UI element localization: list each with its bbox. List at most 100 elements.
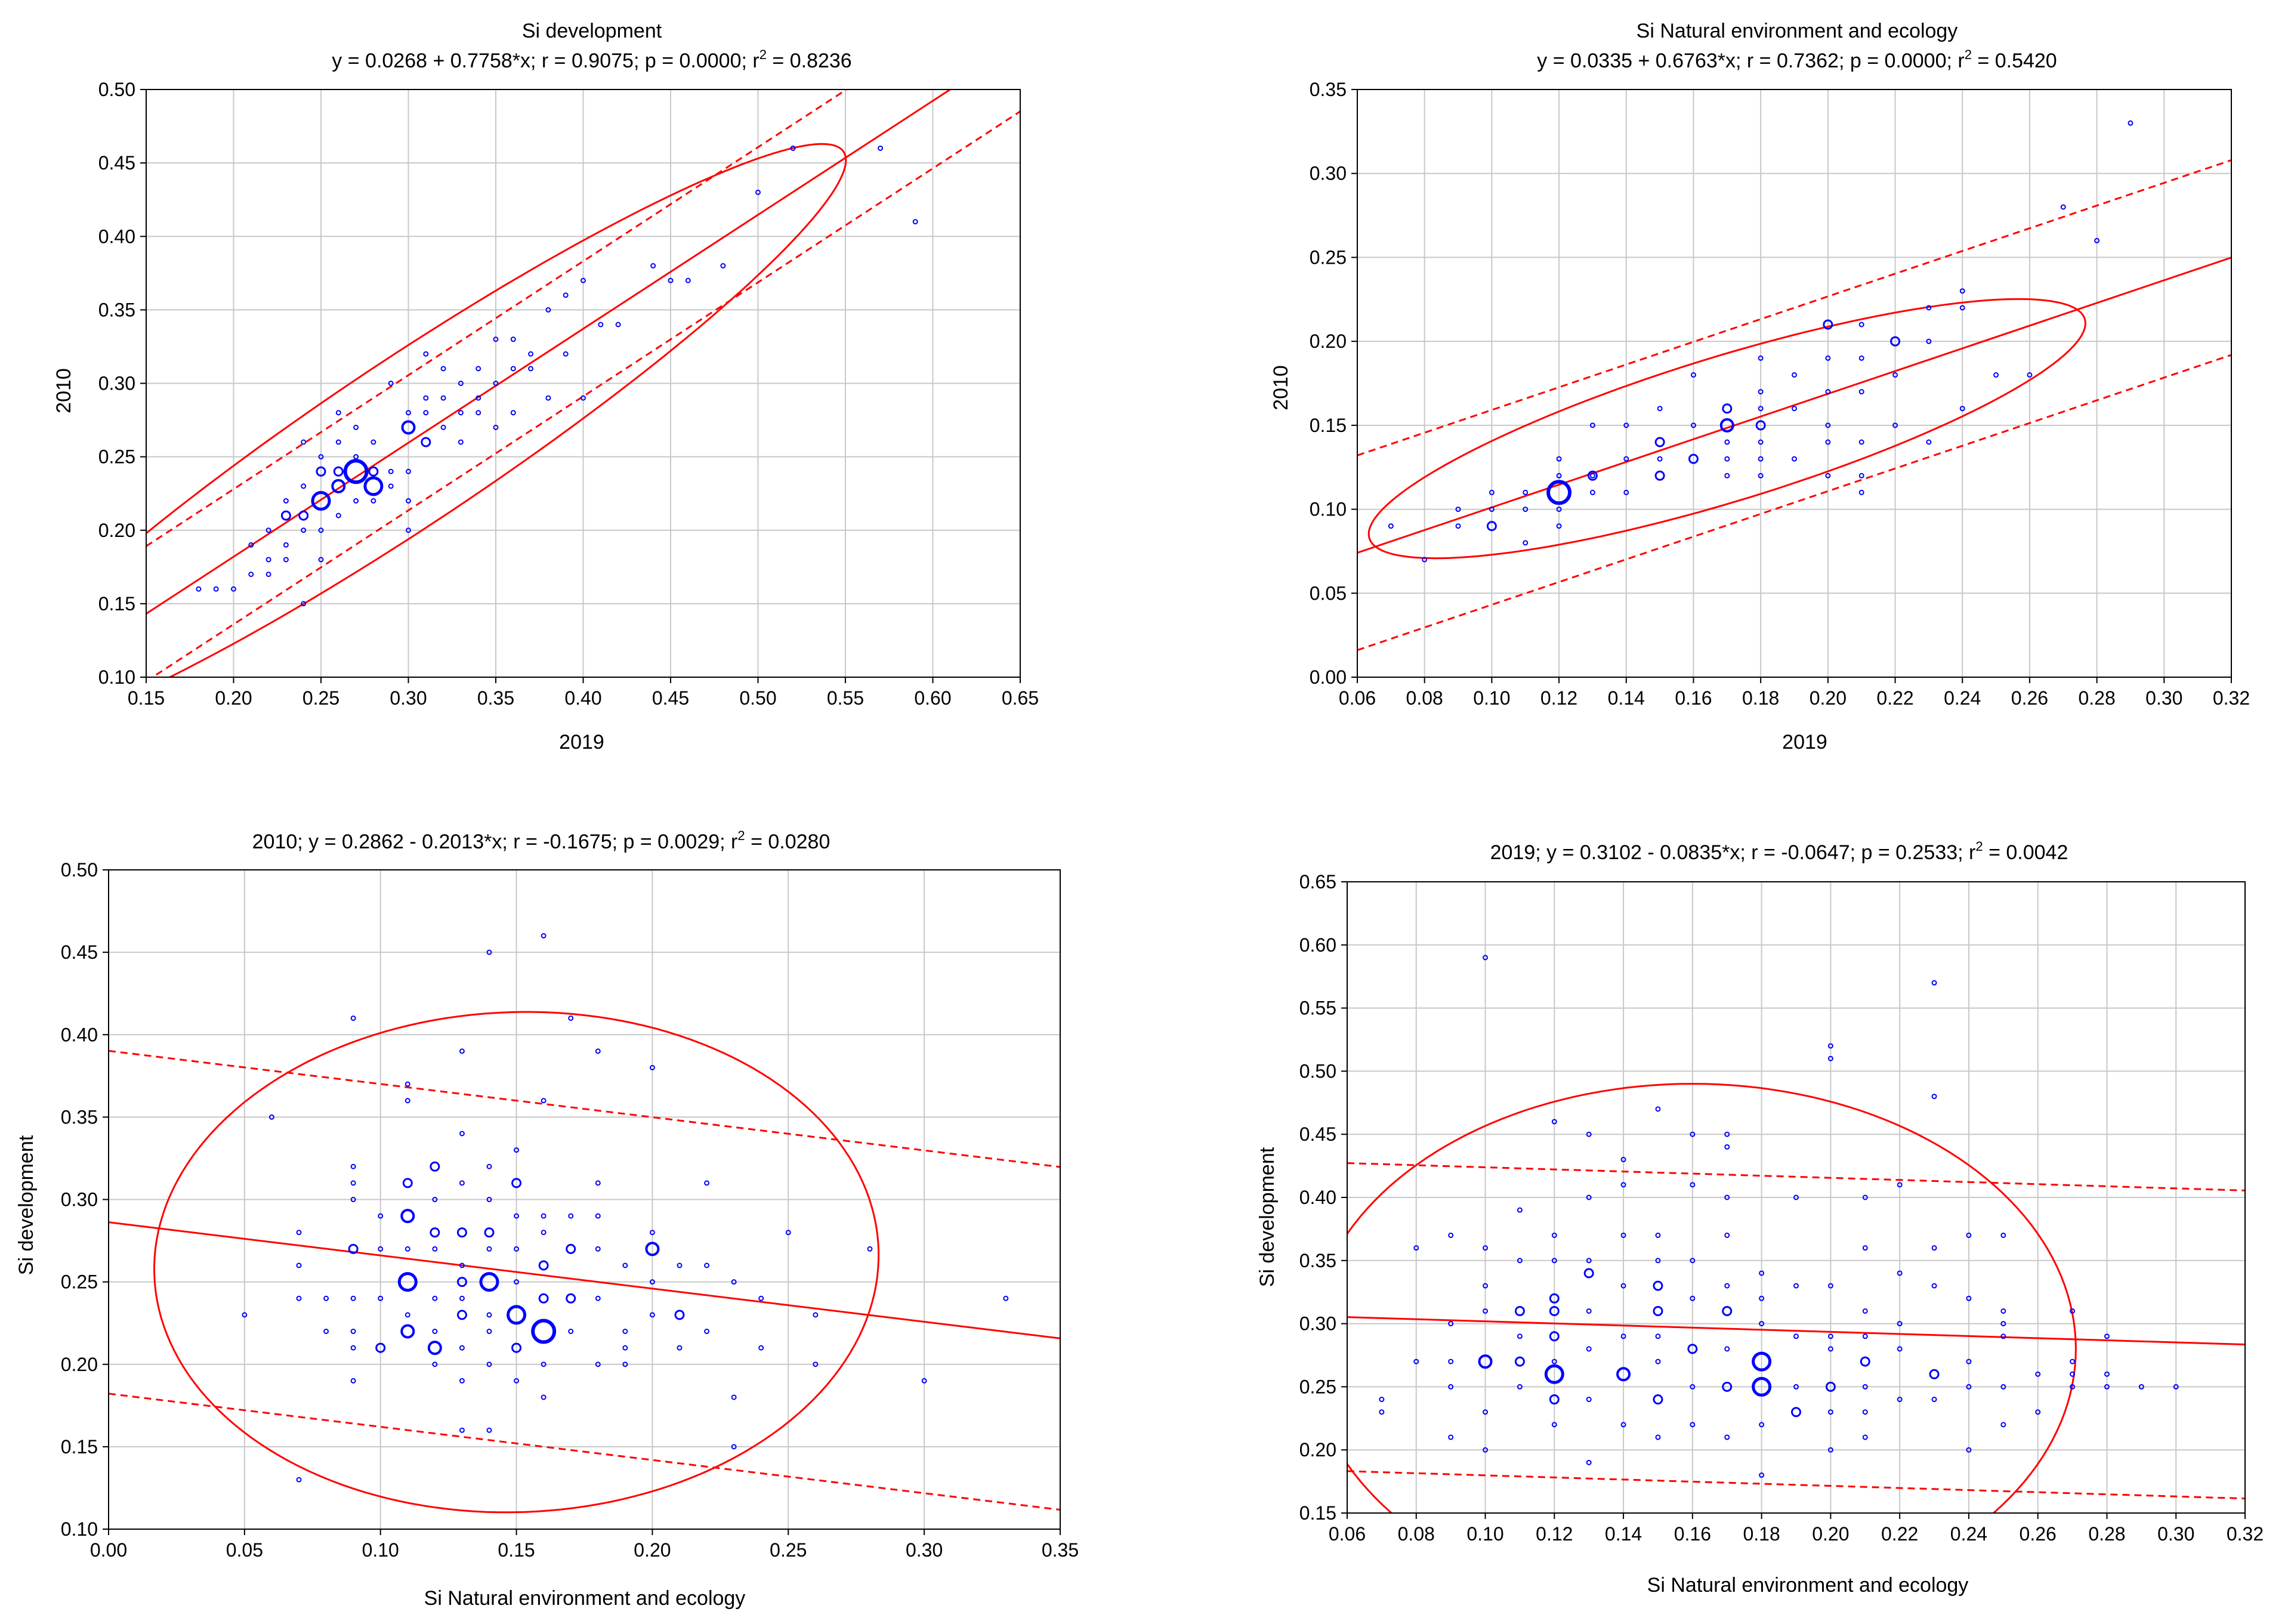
x-tick-label: 0.30 [2157, 1523, 2194, 1545]
data-point [514, 1378, 520, 1384]
data-point [2070, 1359, 2076, 1364]
data-point [1623, 422, 1629, 428]
data-point [1620, 1232, 1626, 1238]
x-tick-label: 0.06 [1339, 687, 1376, 709]
data-point [1860, 1356, 1870, 1367]
data-point [397, 1272, 418, 1292]
chart-panel-si-natural-environment: Si Natural environment and ecology y = 0… [1270, 20, 2250, 754]
y-tick-label: 0.30 [98, 373, 135, 394]
data-point [2104, 1384, 2110, 1390]
data-point [541, 1230, 546, 1236]
data-point [1517, 1258, 1523, 1264]
data-point [406, 498, 411, 504]
data-point [1959, 406, 1965, 412]
data-point [2138, 1384, 2144, 1390]
data-point [1583, 1268, 1594, 1279]
data-point [1752, 1351, 1772, 1372]
data-point [622, 1262, 628, 1268]
data-point [1551, 1422, 1557, 1428]
data-point [370, 439, 376, 445]
x-tick-label: 0.50 [739, 687, 776, 709]
data-point [388, 483, 394, 489]
data-point [486, 1312, 492, 1318]
data-point [510, 410, 516, 416]
data-point [432, 1361, 438, 1367]
data-point [1623, 489, 1629, 495]
data-point [1655, 1359, 1661, 1364]
data-point [1724, 1131, 1730, 1137]
data-point [1556, 523, 1562, 529]
data-point [1413, 1359, 1419, 1364]
data-point [545, 395, 551, 401]
data-point [335, 410, 341, 416]
lower-confidence-line [109, 1393, 1060, 1511]
data-point [1690, 1258, 1696, 1264]
data-point [296, 1477, 302, 1483]
data-point [2035, 1409, 2041, 1415]
data-point [1654, 437, 1665, 447]
y-tick-label: 0.35 [61, 1106, 98, 1128]
data-point [353, 424, 359, 430]
data-point [731, 1394, 737, 1400]
data-point [318, 557, 324, 563]
data-point [568, 1329, 574, 1334]
y-tick-label: 0.20 [1310, 331, 1347, 352]
data-point [323, 1295, 329, 1301]
data-point [486, 1197, 492, 1202]
data-point [1931, 1245, 1937, 1251]
data-point [2000, 1384, 2006, 1390]
data-point [296, 1230, 302, 1236]
data-point [1549, 1305, 1560, 1316]
data-point [1897, 1182, 1903, 1188]
data-point [878, 146, 884, 151]
data-point [1455, 507, 1461, 512]
data-point [1379, 1397, 1385, 1403]
data-point [388, 468, 394, 474]
x-tick-label: 0.32 [2213, 687, 2250, 709]
data-point [1862, 1409, 1868, 1415]
data-point [1655, 1333, 1661, 1339]
data-point [595, 1246, 601, 1252]
y-tick-label: 0.05 [1310, 582, 1347, 604]
data-point [758, 1345, 764, 1351]
x-axis-label: Si Natural environment and ecology [1647, 1574, 1969, 1597]
data-point [283, 498, 289, 504]
data-point [350, 1015, 356, 1021]
data-point [432, 1295, 438, 1301]
data-point [440, 424, 446, 430]
chart-subtitle: y = 0.0268 + 0.7758*x; r = 0.9075; p = 0… [332, 47, 851, 72]
data-point [1724, 439, 1730, 445]
y-tick-label: 0.50 [98, 79, 135, 100]
x-tick-label: 0.28 [2088, 1523, 2125, 1545]
data-point [1586, 1397, 1592, 1403]
data-point [668, 277, 674, 283]
y-tick-label: 0.10 [98, 666, 135, 688]
data-point [1690, 1384, 1696, 1390]
data-point [1862, 1308, 1868, 1314]
data-point [301, 439, 307, 445]
x-tick-label: 0.08 [1406, 687, 1443, 709]
data-point [1858, 389, 1864, 395]
data-point [1897, 1270, 1903, 1276]
data-point [1793, 1194, 1799, 1200]
data-point [265, 557, 271, 563]
data-point [531, 1319, 557, 1344]
chart-title: Si Natural environment and ecology [1637, 20, 1958, 42]
y-tick-label: 0.15 [1310, 415, 1347, 436]
data-point [486, 1329, 492, 1334]
data-point [1551, 1232, 1557, 1238]
upper-confidence-line [1357, 159, 2231, 456]
data-point [1587, 470, 1598, 481]
data-point [1523, 540, 1529, 546]
data-point [1792, 406, 1797, 412]
y-tick-label: 0.35 [1310, 79, 1347, 100]
data-point [1586, 1308, 1592, 1314]
data-point [1890, 336, 1901, 347]
y-tick-label: 0.60 [1299, 934, 1336, 956]
data-point [1688, 453, 1699, 464]
data-point [1724, 1283, 1730, 1289]
data-point [370, 498, 376, 504]
data-point [1657, 406, 1663, 412]
data-point [1724, 1144, 1730, 1150]
data-point [1792, 372, 1797, 378]
